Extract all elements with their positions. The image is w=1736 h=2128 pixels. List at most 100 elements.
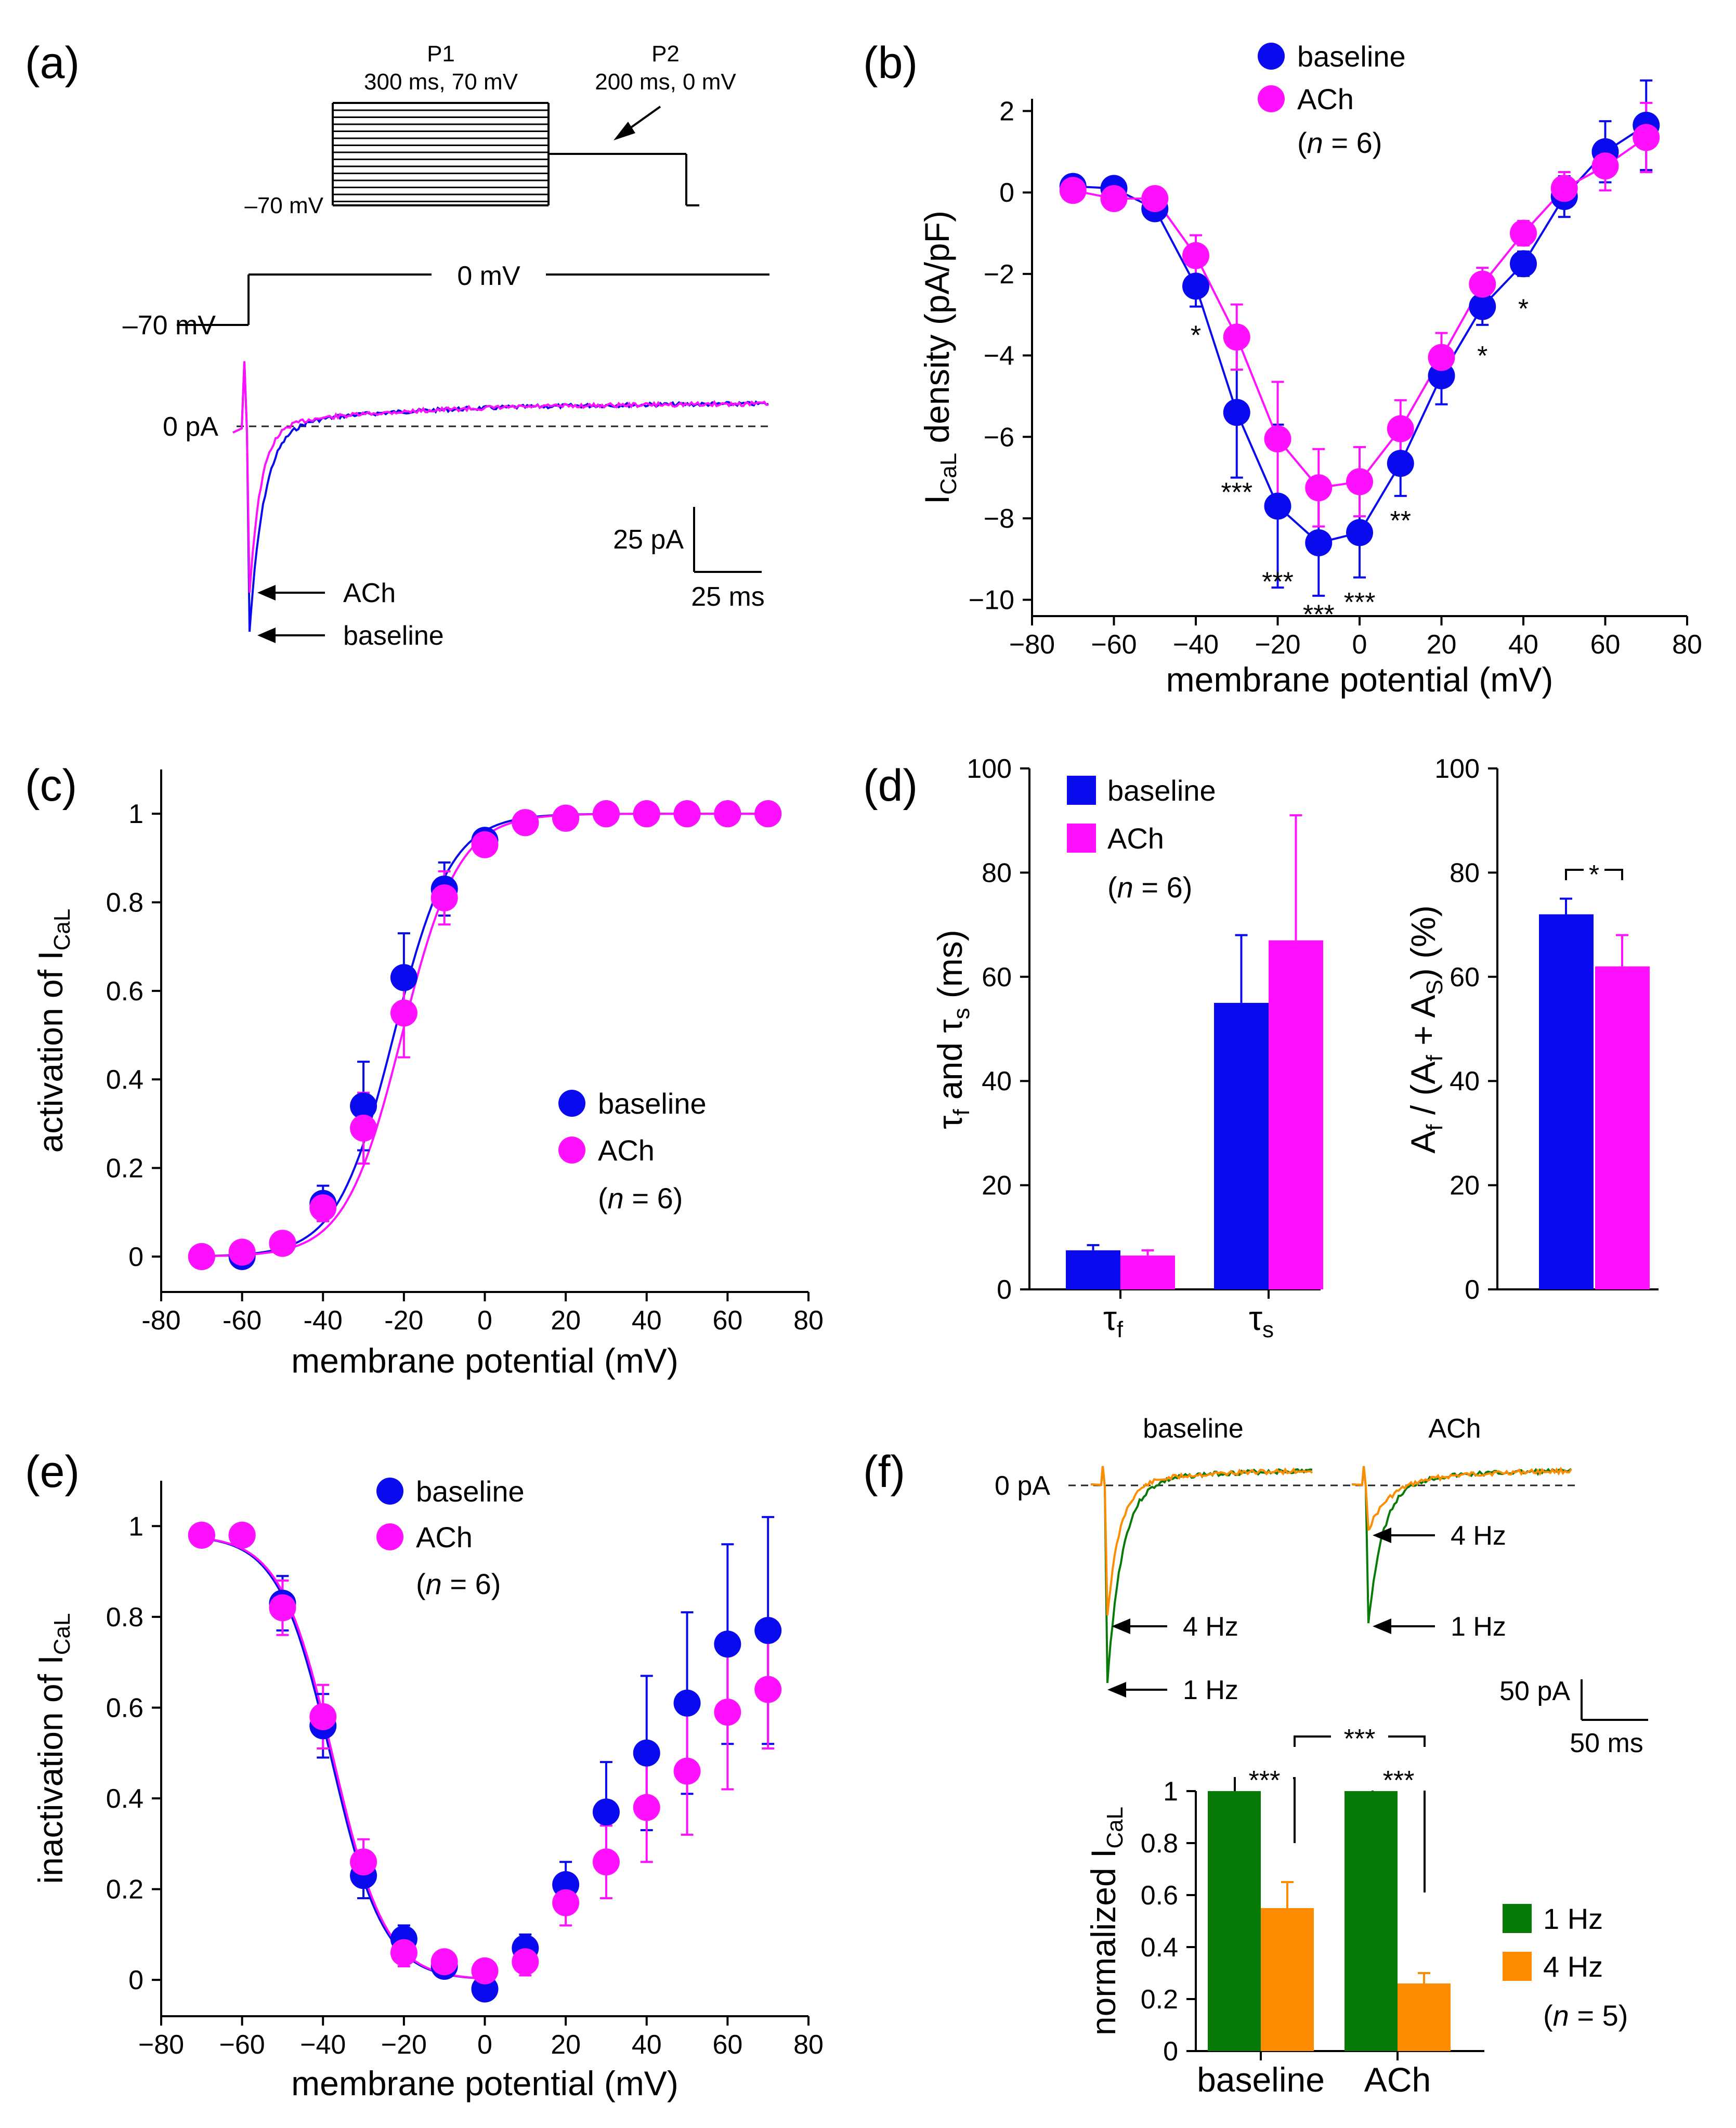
c-x-tick-label: 20 (551, 1305, 581, 1336)
c-legend-label: baseline (598, 1087, 707, 1120)
e-point-ACh (552, 1889, 580, 1916)
e-y-tick-label: 0 (128, 1965, 143, 1995)
e-y-axis-label: inactivation of ICaL (31, 1613, 75, 1884)
e-fit-curve-baseline (201, 1537, 485, 1980)
panel-label: (b) (863, 38, 918, 88)
d1-bar-baseline (1066, 1250, 1120, 1289)
protocol-p2-label: P2 (651, 41, 680, 67)
d2-y-tick-label: 0 (1465, 1275, 1480, 1305)
f-y-axis-label: normalized ICaL (1084, 1807, 1128, 2035)
d1-x-tick-label: τf (1103, 1299, 1124, 1342)
e-legend-label: baseline (416, 1475, 525, 1508)
c-fit-curve-baseline (201, 813, 768, 1257)
f-significance: *** (1383, 1766, 1415, 1796)
e-y-tick-label: 1 (128, 1511, 143, 1542)
b-x-tick-label: 0 (1352, 630, 1367, 660)
f-arrow-ach-4hz-head (1373, 1528, 1391, 1543)
b-legend-label: ACh (1297, 83, 1354, 115)
c-x-tick-label: 80 (793, 1305, 824, 1336)
step-label-bg (432, 257, 546, 294)
b-x-tick-label: −80 (1009, 630, 1055, 660)
d1-legend-label: ACh (1107, 822, 1164, 855)
step-test-label: 0 mV (457, 261, 520, 291)
c-y-tick-label: 0.2 (106, 1154, 143, 1184)
c-point-ACh (350, 1114, 377, 1142)
c-point-ACh (390, 999, 417, 1027)
b-y-tick-label: −4 (984, 341, 1014, 371)
d1-y-axis-label: τf and τs (ms) (931, 930, 974, 1129)
e-point-ACh (673, 1757, 701, 1785)
d2-y-tick-label: 20 (1450, 1171, 1480, 1201)
f-trace-title-ach: ACh (1428, 1414, 1481, 1444)
d1-x-tick-label-part: τ (1249, 1299, 1262, 1337)
d1-y-tick-label: 100 (967, 754, 1012, 784)
b-y-axis-label-sub: CaL (936, 453, 961, 495)
f-bar-4hz (1261, 1908, 1314, 2051)
panel-label: (c) (25, 761, 77, 811)
protocol-arrow-head (614, 122, 635, 140)
protocol-p1-desc: 300 ms, 70 mV (364, 69, 518, 95)
e-legend-note-part: ( (416, 1568, 426, 1600)
b-legend-marker (1258, 43, 1285, 70)
c-legend-note-part: = 6) (624, 1182, 683, 1215)
b-x-tick-label: −20 (1255, 630, 1300, 660)
b-legend-marker (1258, 85, 1285, 112)
c-point-baseline (350, 1092, 377, 1120)
e-legend-note-part: n (426, 1568, 442, 1600)
e-x-tick-label: 0 (477, 2030, 492, 2060)
d1-x-tick-label-part: s (1262, 1317, 1274, 1342)
f-trace-baseline-1hz (1090, 1466, 1313, 1683)
b-y-tick-label: 0 (999, 178, 1014, 208)
panel-label: (e) (25, 1447, 80, 1497)
b-point-baseline (1182, 272, 1209, 300)
panel-label: (d) (863, 761, 918, 811)
e-point-baseline (633, 1739, 660, 1767)
c-point-ACh (430, 884, 458, 911)
b-point-ACh (1428, 344, 1455, 371)
f-arrow-baseline-1hz-head (1107, 1682, 1126, 1698)
ach-current-trace (232, 361, 769, 593)
d2-y-axis-label: Af / (Af + AS) (%) (1404, 905, 1447, 1153)
f-legend-note-part: ( (1543, 1999, 1553, 2032)
b-significance: * (1518, 294, 1529, 324)
b-point-ACh (1223, 323, 1250, 351)
f-bar-1hz (1208, 1791, 1261, 2051)
b-y-tick-label: −8 (984, 504, 1014, 534)
c-legend-label: ACh (598, 1134, 655, 1167)
d1-y-axis-label-part: τ (931, 1116, 969, 1129)
d2-y-axis-label-part: + A (1404, 995, 1442, 1055)
arrow-ach-head (257, 585, 276, 600)
e-x-tick-label: −60 (219, 2030, 265, 2060)
f-y-tick-label: 0 (1163, 2036, 1178, 2067)
f-legend-note-part: = 5) (1569, 1999, 1628, 2032)
scale-y-label: 25 pA (613, 525, 684, 555)
arrow-baseline-label: baseline (343, 621, 444, 651)
b-point-baseline (1346, 519, 1373, 546)
f-scale-y-label: 50 pA (1499, 1676, 1570, 1706)
b-point-ACh (1387, 415, 1414, 442)
c-x-tick-label: 60 (712, 1305, 742, 1336)
step-hold-label: –70 mV (123, 310, 216, 341)
b-point-ACh (1264, 425, 1291, 453)
d1-bar-ACh (1120, 1255, 1175, 1289)
c-point-ACh (228, 1238, 256, 1266)
d2-y-axis-label-part: / (A (1404, 1061, 1442, 1124)
b-y-tick-label: −2 (984, 259, 1014, 290)
e-point-ACh (269, 1594, 296, 1622)
f-significance-bg (1370, 1765, 1427, 1791)
d2-y-axis-label-part: S (1422, 980, 1447, 995)
b-point-baseline (1264, 492, 1291, 520)
e-y-axis-label-main: inactivation of I (31, 1655, 70, 1884)
b-point-ACh (1059, 177, 1087, 204)
e-legend-note: (n = 6) (416, 1568, 501, 1600)
d2-significance: * (1589, 860, 1599, 890)
f-legend-swatch (1503, 1904, 1532, 1933)
c-point-ACh (592, 800, 620, 828)
d1-y-tick-label: 80 (982, 858, 1012, 888)
f-y-tick-label: 0.6 (1141, 1881, 1178, 1911)
d1-x-tick-label-part: τ (1103, 1299, 1117, 1337)
f-arrow-ach-1hz-label: 1 Hz (1451, 1612, 1506, 1642)
d2-bar-baseline (1539, 914, 1594, 1289)
e-point-baseline (714, 1630, 741, 1658)
c-legend-note-part: ( (598, 1182, 608, 1215)
